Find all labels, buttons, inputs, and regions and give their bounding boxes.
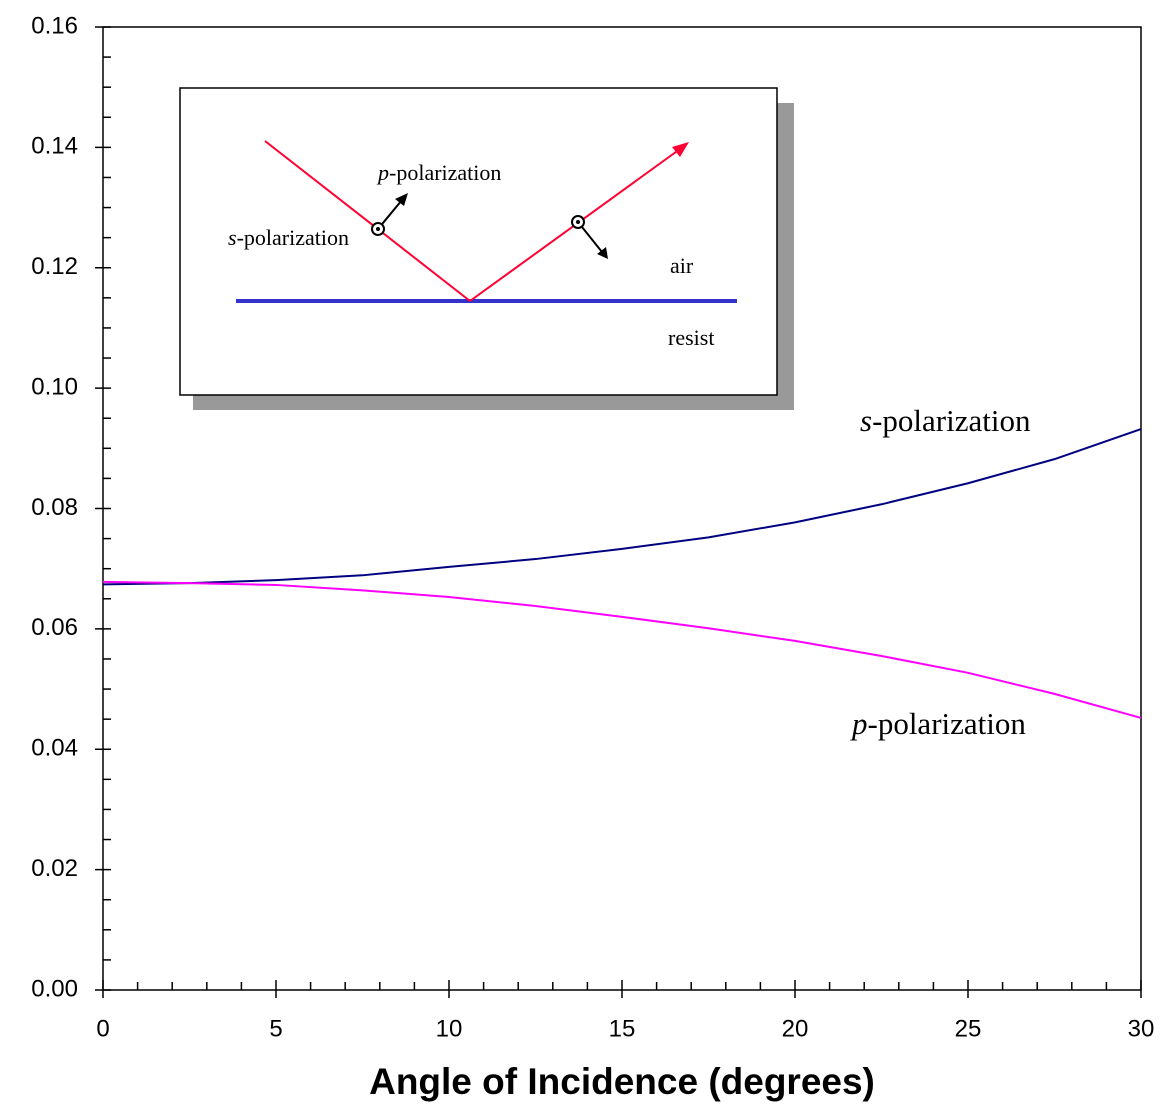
y-tick-label: 0.14 <box>31 133 78 160</box>
x-tick-label: 25 <box>955 1015 982 1042</box>
inset-box <box>179 87 778 396</box>
y-tick-label: 0.02 <box>31 855 78 882</box>
x-tick-label: 10 <box>436 1015 463 1042</box>
x-tick-label: 15 <box>609 1015 636 1042</box>
inset-label: s-polarization <box>228 225 349 250</box>
s-symbol-dot <box>576 220 580 224</box>
s-symbol-dot <box>376 227 380 231</box>
inset-label: resist <box>668 325 714 350</box>
y-tick-label: 0.12 <box>31 253 78 280</box>
y-tick-label: 0.00 <box>31 975 78 1002</box>
series-label: p-polarization <box>850 706 1026 741</box>
y-tick-label: 0.08 <box>31 494 78 521</box>
x-tick-label: 5 <box>269 1015 282 1042</box>
series-line <box>102 428 1142 586</box>
y-tick-label: 0.16 <box>31 12 78 39</box>
y-tick-label: 0.06 <box>31 614 78 641</box>
y-tick-label: 0.10 <box>31 373 78 400</box>
x-tick-label: 0 <box>96 1015 109 1042</box>
inset-label: air <box>670 253 694 278</box>
y-tick-label: 0.04 <box>31 735 78 762</box>
x-tick-label: 20 <box>782 1015 809 1042</box>
arrowhead <box>597 247 608 259</box>
series-line <box>102 580 1142 719</box>
inset-label: p-polarization <box>376 160 501 185</box>
arrowhead <box>395 193 408 206</box>
x-tick-label: 30 <box>1128 1015 1155 1042</box>
x-axis-label: Angle of Incidence (degrees) <box>369 1061 875 1102</box>
inset: p-polarization s-polarization air resist <box>179 87 794 410</box>
arrowhead <box>672 142 689 157</box>
series-label: s-polarization <box>860 403 1031 438</box>
incident-ray <box>264 140 471 302</box>
